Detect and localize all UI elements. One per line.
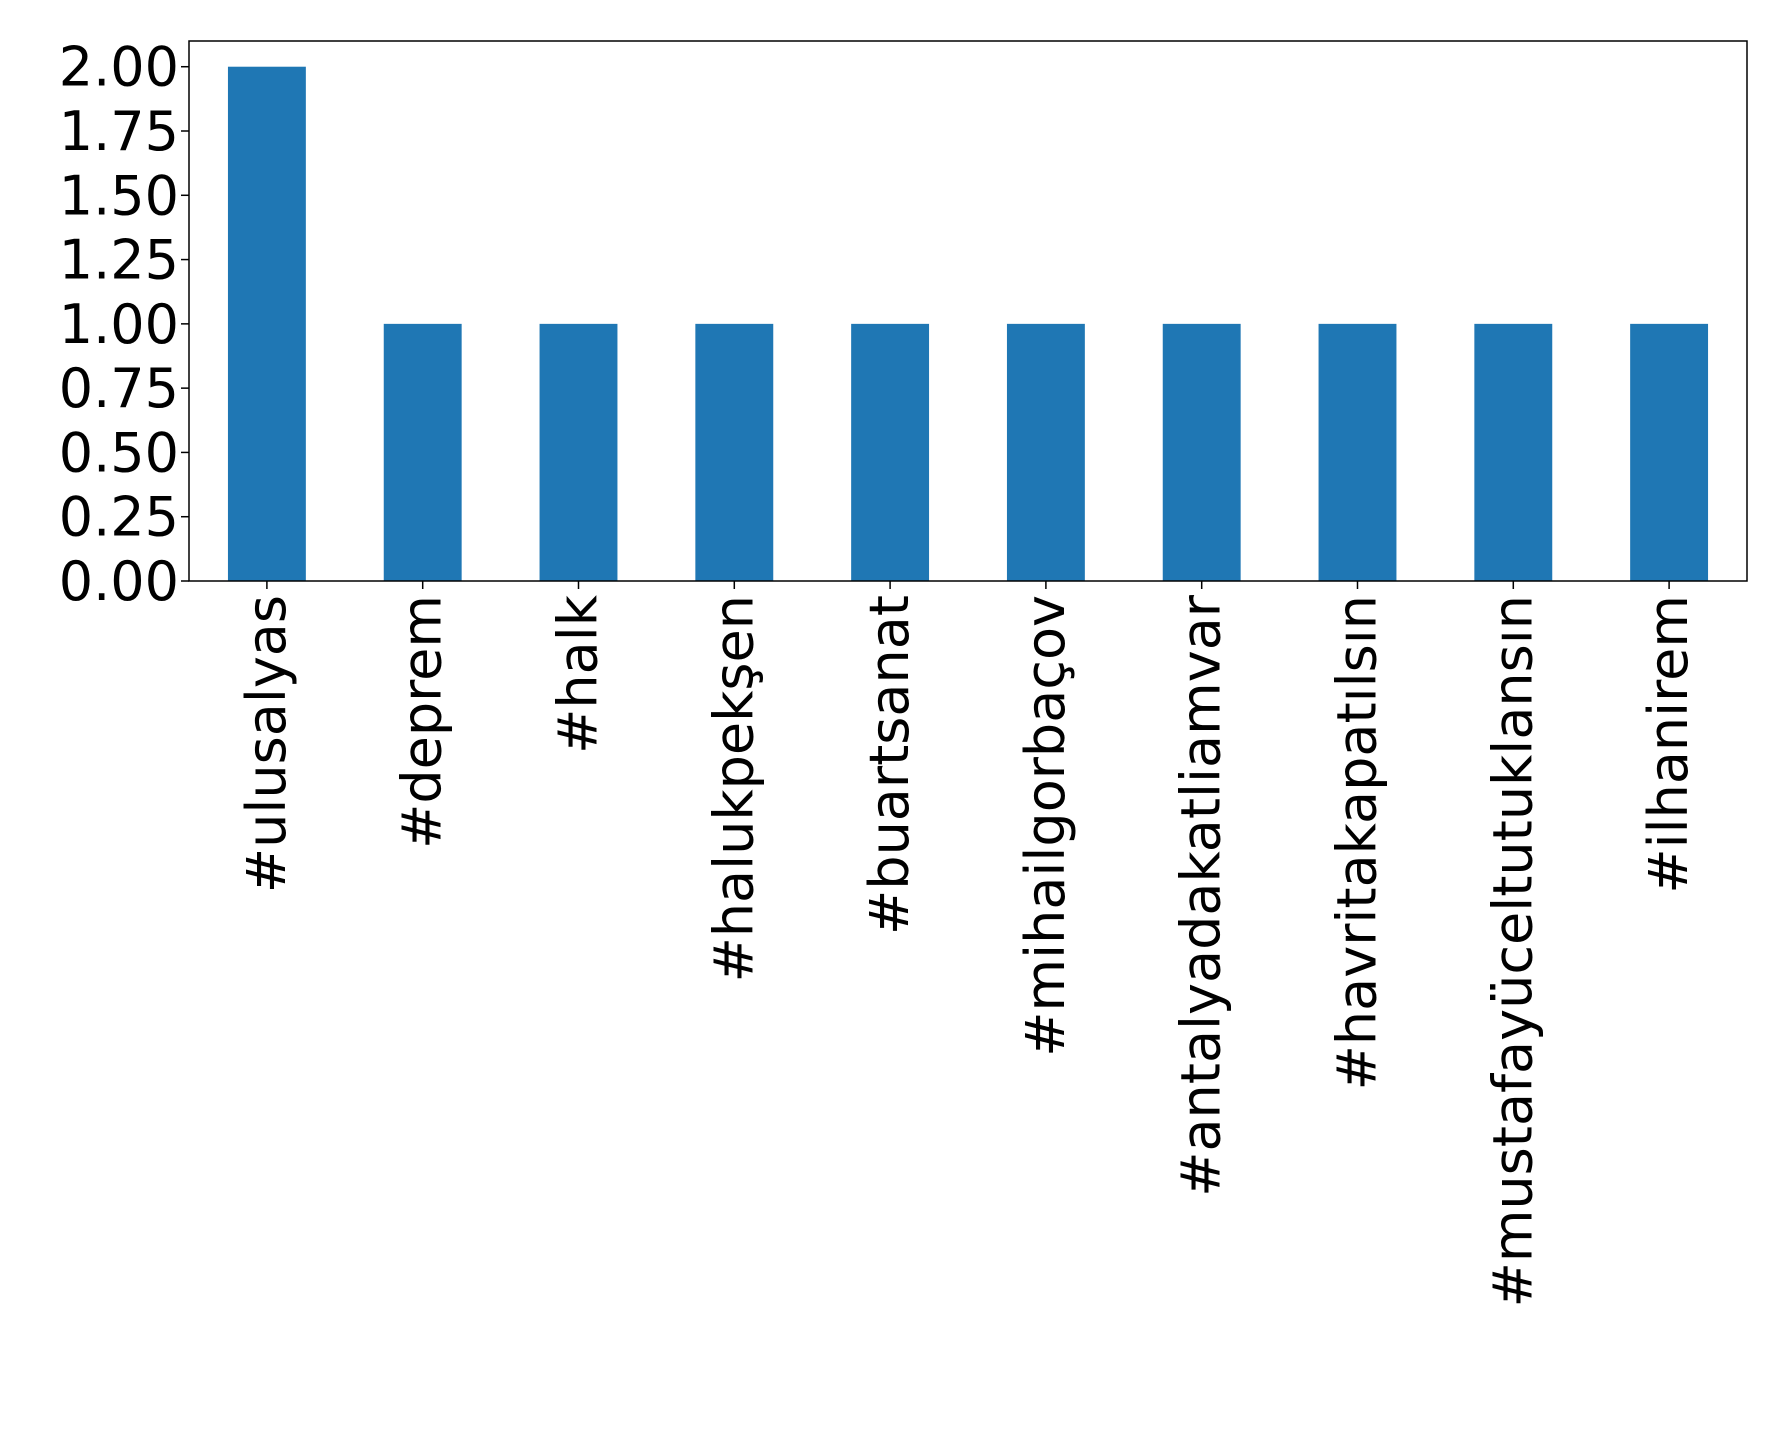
x-tick-label: #havritakapatılsın (1326, 595, 1389, 1090)
y-tick-label: 0.50 (59, 421, 179, 484)
x-tick-label: #ilhanirem (1637, 595, 1700, 894)
y-tick-label: 1.00 (59, 293, 179, 356)
bar (851, 323, 930, 581)
bar (539, 323, 618, 581)
bars-layer (227, 66, 1709, 581)
plot-frame (188, 40, 1748, 582)
y-tick-label: 0.00 (59, 550, 179, 613)
y-axis: 0.000.250.500.751.001.251.501.752.00 (59, 36, 189, 613)
x-tick-label: #halk (547, 594, 610, 754)
x-tick-label: #mustafayüceltutuklansın (1481, 595, 1544, 1307)
bar (1318, 323, 1397, 581)
x-tick-label: #deprem (391, 595, 454, 849)
y-tick-label: 0.75 (59, 357, 179, 420)
bar (1006, 323, 1085, 581)
bar (695, 323, 774, 581)
y-tick-label: 0.25 (59, 486, 179, 549)
x-tick-label: #ulusalyas (235, 595, 298, 893)
y-tick-label: 1.25 (59, 229, 179, 292)
x-tick-label: #antalyadakatliamvar (1170, 594, 1233, 1197)
x-tick-label: #buartsanat (858, 595, 921, 935)
bar (383, 323, 462, 581)
y-tick-label: 1.50 (59, 164, 179, 227)
x-tick-label: #mihailgorbaçov (1014, 595, 1077, 1057)
y-tick-label: 1.75 (59, 100, 179, 163)
bar (227, 66, 306, 581)
bar (1474, 323, 1553, 581)
bar (1630, 323, 1709, 581)
x-axis: #ulusalyas #deprem #halk #halukpekşen #buart… (235, 581, 1700, 1307)
bar (1162, 323, 1241, 581)
x-tick-label: #halukpekşen (702, 595, 765, 982)
y-tick-label: 2.00 (59, 36, 179, 99)
